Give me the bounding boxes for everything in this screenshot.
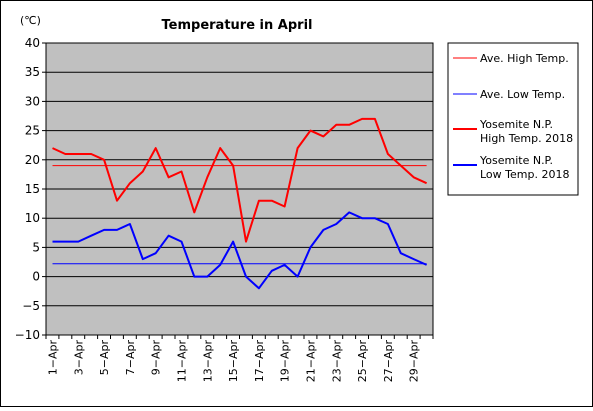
- series-layer: [52, 117, 428, 290]
- y-tick-label: 15: [25, 182, 40, 196]
- y-tick-label: 25: [25, 124, 40, 138]
- x-tick-label: 11−Apr: [175, 340, 188, 383]
- x-axis: 1−Apr 3−Apr 5−Apr 7−Apr 9−Apr 11−Apr 13−Apr 15−…: [45, 335, 434, 383]
- y-tick-label: 30: [25, 94, 40, 108]
- x-tick-label: 25−Apr: [356, 340, 369, 383]
- legend-box: [447, 42, 579, 196]
- legend-label: Ave. Low Temp.: [480, 88, 565, 101]
- x-tick-label: 21−Apr: [304, 340, 317, 383]
- x-tick-label: 5−Apr: [98, 340, 111, 376]
- legend-label: Ave. High Temp.: [480, 52, 569, 65]
- x-tick-label: 23−Apr: [330, 340, 343, 383]
- x-tick-label: 9−Apr: [150, 340, 163, 376]
- x-tick-label: 27−Apr: [382, 340, 395, 383]
- series-line-4: [52, 211, 428, 290]
- y-tick-label: 5: [32, 240, 40, 254]
- legend: Ave. High Temp. Ave. Low Temp. Yosemite N.…: [447, 42, 579, 196]
- y-tick-label: 0: [32, 270, 40, 284]
- series-line-3: [52, 117, 428, 243]
- y-tick-label: −5: [22, 299, 40, 313]
- unit-label: (℃): [20, 14, 41, 27]
- legend-label: Yosemite N.P. High Temp. 2018: [479, 118, 573, 145]
- y-tick-label: 35: [25, 65, 40, 79]
- x-tick-label: 1−Apr: [46, 340, 59, 376]
- x-tick-label: 17−Apr: [253, 340, 266, 383]
- x-tick-label: 29−Apr: [408, 340, 421, 383]
- chart-title: Temperature in April: [162, 18, 313, 33]
- legend-label: Yosemite N.P. Low Temp. 2018: [479, 154, 569, 181]
- x-tick-label: 19−Apr: [279, 340, 292, 383]
- x-tick-label: 13−Apr: [201, 340, 214, 383]
- x-tick-label: 3−Apr: [72, 340, 85, 376]
- y-tick-label: 10: [25, 211, 40, 225]
- y-tick-label: 40: [25, 36, 40, 50]
- x-tick-label: 7−Apr: [124, 340, 137, 376]
- x-tick-label: 15−Apr: [227, 340, 240, 383]
- y-axis: −10 −5 0 5 10 15 20 25 30 35 40: [15, 36, 46, 342]
- y-tick-label: −10: [15, 328, 40, 342]
- y-tick-label: 20: [25, 153, 40, 167]
